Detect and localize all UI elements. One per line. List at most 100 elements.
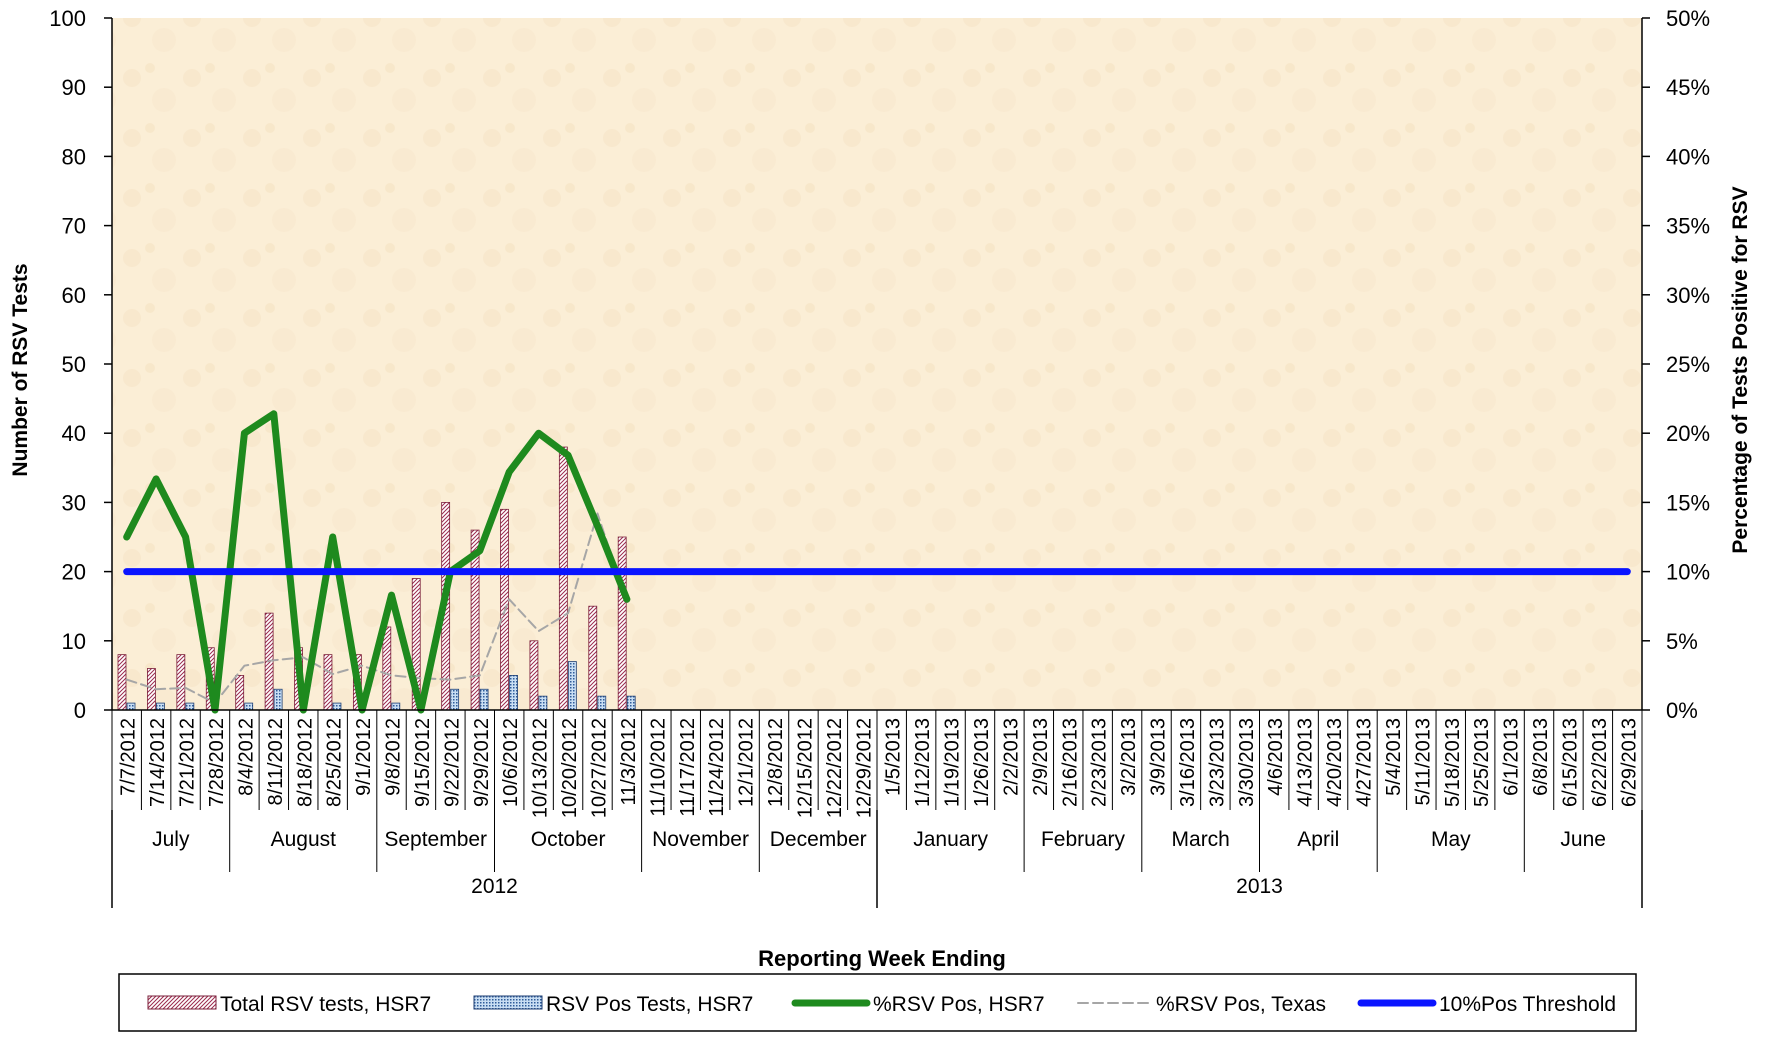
category-label: 3/16/2013 [1177,718,1199,807]
category-label: 3/23/2013 [1206,718,1228,807]
category-label: 2/23/2013 [1089,718,1111,807]
month-label: November [652,828,749,851]
category-label: 2/9/2013 [1030,718,1052,796]
month-label: December [770,828,867,851]
y-left-tick-label: 50 [62,352,86,377]
category-label: 1/5/2013 [883,718,905,796]
category-label: 4/20/2013 [1324,718,1346,807]
category-label: 12/1/2012 [736,718,758,807]
y-left-tick-label: 90 [62,75,86,100]
month-label: August [271,828,337,851]
category-label: 1/26/2013 [971,718,993,807]
bar-positive-tests [273,688,283,711]
category-label: 3/9/2013 [1148,718,1170,796]
bar-positive-tests [126,702,136,711]
month-label: January [913,828,988,851]
category-label: 11/17/2012 [677,718,699,817]
category-label: 3/30/2013 [1236,718,1258,807]
bar-total-tests [235,675,245,711]
bar-total-tests [617,536,627,711]
category-label: 12/22/2012 [824,718,846,818]
y-right-tick-label: 20% [1666,421,1710,446]
y-axis-right-title: Percentage of Tests Positive for RSV [1729,186,1752,553]
y-right-tick-label: 50% [1666,6,1710,31]
category-label: 8/11/2012 [265,718,287,806]
y-right-tick-label: 0% [1666,698,1698,723]
category-label: 8/25/2012 [324,718,346,807]
month-label: April [1297,828,1339,851]
category-label: 9/1/2012 [353,718,375,796]
category-label: 9/29/2012 [471,718,493,807]
month-label: May [1431,828,1471,851]
month-label: October [531,828,606,851]
y-right-tick-label: 5% [1666,629,1698,654]
category-label: 6/29/2013 [1618,718,1640,807]
category-label: 6/22/2013 [1589,718,1611,807]
bar-positive-tests [597,695,607,711]
category-label: 9/15/2012 [412,718,434,807]
bar-total-tests [147,668,156,711]
bar-total-tests [529,640,539,711]
line-pct-pos-texas [125,512,628,705]
y-right-tick-label: 25% [1666,352,1710,377]
category-label: 5/18/2013 [1442,718,1464,807]
y-left-tick-label: 0 [74,698,86,723]
y-right-tick-label: 10% [1666,560,1710,585]
y-left-tick-label: 10 [62,629,86,654]
y-axis-left-title: Number of RSV Tests [9,263,32,476]
bar-positive-tests [391,702,401,711]
category-label: 6/8/2013 [1530,718,1552,796]
bar-total-tests [382,626,392,711]
category-label: 12/8/2012 [765,718,787,807]
category-label: 7/28/2012 [206,718,228,807]
y-left-tick-label: 100 [49,6,86,31]
plot-area [112,18,1642,710]
bar-positive-tests [538,695,548,711]
bar-total-tests [117,654,127,711]
bar-total-tests [588,605,598,711]
category-label: 7/21/2012 [177,718,199,807]
category-label: 1/19/2013 [942,718,964,807]
category-label: 2/2/2013 [1000,718,1022,796]
legend-label: %RSV Pos, HSR7 [873,993,1045,1016]
category-label: 4/27/2013 [1354,718,1376,807]
year-label: 2012 [471,875,518,898]
category-label: 10/13/2012 [530,718,552,818]
bar-positive-tests [156,702,165,711]
month-label: September [384,828,487,851]
category-label: 5/25/2013 [1471,718,1493,807]
year-label: 2013 [1236,875,1283,898]
line-pct-pos-hsr7 [123,410,631,714]
legend-label: Total RSV tests, HSR7 [220,993,431,1016]
y-right-tick-label: 45% [1666,75,1710,100]
legend-label: 10%Pos Threshold [1439,993,1616,1016]
category-label: 3/2/2013 [1118,718,1140,796]
y-left-tick-label: 40 [62,421,86,446]
category-label: 1/12/2013 [912,718,934,807]
bar-positive-tests [244,702,254,711]
category-label: 5/4/2013 [1383,718,1405,796]
y-left-tick-label: 20 [62,560,86,585]
y-left-tick-label: 60 [62,283,86,308]
category-label: 5/11/2013 [1412,718,1434,806]
category-label: 8/4/2012 [235,718,257,796]
y-left-tick-label: 70 [62,214,86,239]
bar-positive-tests [626,695,636,711]
category-label: 9/8/2012 [383,718,405,796]
month-label: July [152,828,190,851]
legend: Total RSV tests, HSR7 RSV Pos Tests, HSR7… [147,993,1616,1016]
legend-swatch [147,995,217,1010]
bar-positive-tests [509,675,518,711]
legend-swatch [473,995,543,1010]
category-label: 12/29/2012 [853,718,875,818]
category-label: 7/7/2012 [118,718,140,796]
category-label: 4/13/2013 [1295,718,1317,807]
y-right-tick-label: 35% [1666,214,1710,239]
category-label: 10/27/2012 [589,718,611,818]
month-label: March [1172,828,1230,851]
category-label: 8/18/2012 [294,718,316,807]
category-label: 2/16/2013 [1059,718,1081,807]
month-label: June [1560,828,1606,851]
